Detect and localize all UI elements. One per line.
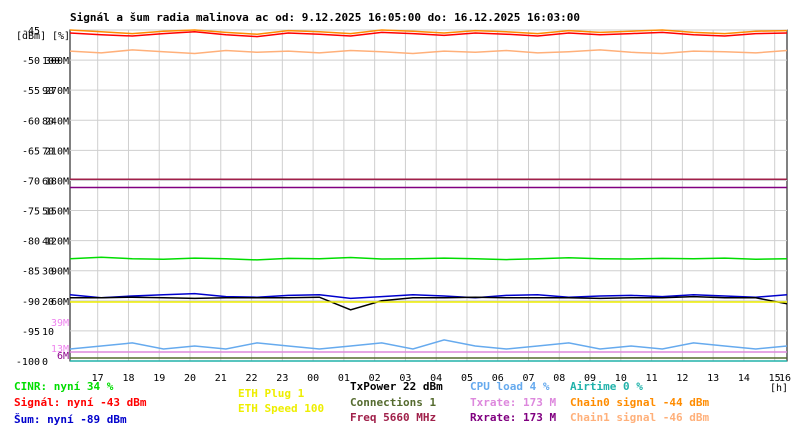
- rate-tick-label: 240M: [45, 116, 69, 127]
- hour-tick-label: 14: [738, 373, 750, 384]
- rate-tick-label: 60M: [51, 297, 69, 308]
- hour-unit-label: [h]: [770, 383, 788, 394]
- hour-tick-label: 08: [553, 373, 565, 384]
- hour-tick-label: 23: [276, 373, 288, 384]
- pct-unit-label: [%]: [52, 31, 70, 42]
- legend-eth-plug: ETH Plug 1: [238, 387, 305, 400]
- legend-chain1: Chain1 signal -46 dBm: [570, 411, 710, 424]
- chart-title: Signál a šum radia malinova ac od: 9.12.…: [70, 11, 580, 24]
- dbm-tick-label: -85: [22, 267, 40, 278]
- hour-tick-label: 19: [153, 373, 165, 384]
- dbm-unit-label: [dBm]: [16, 31, 46, 42]
- hour-tick-label: 09: [584, 373, 596, 384]
- legend-cpu: CPU load 4 %: [470, 380, 550, 393]
- hour-tick-label: 15: [769, 373, 781, 384]
- legend-airtime: Airtime 0 %: [570, 380, 643, 393]
- pct-tick-label: 80: [42, 116, 54, 127]
- legend-freq: Freq 5660 MHz: [350, 411, 437, 424]
- pct-tick-label: 30: [42, 267, 54, 278]
- dbm-tick-label: -95: [22, 327, 40, 338]
- dbm-tick-label: -60: [22, 116, 40, 127]
- hour-tick-label: 07: [522, 373, 534, 384]
- rate-low-tick-label: 39M: [51, 318, 69, 329]
- dbm-tick-label: -80: [22, 237, 40, 248]
- rate-tick-label: 120M: [45, 237, 69, 248]
- hour-tick-label: 12: [676, 373, 688, 384]
- pct-tick-label: 90: [42, 86, 54, 97]
- legend-txrate: Txrate: 173 M: [470, 396, 557, 409]
- series-line-cpu-load: [69, 339, 788, 350]
- series-line-txpower: [70, 295, 788, 311]
- series-line--um: [69, 292, 788, 300]
- hour-tick-label: 03: [399, 373, 411, 384]
- pct-tick-label: 70: [42, 146, 54, 157]
- hour-tick-label: 06: [492, 373, 504, 384]
- dbm-tick-label: -45: [22, 26, 40, 37]
- rate-low-tick-label: 13M: [51, 344, 69, 355]
- hour-tick-label: 17: [92, 373, 104, 384]
- hour-tick-label: 20: [184, 373, 196, 384]
- dbm-tick-label: -65: [22, 146, 40, 157]
- pct-tick-label: 0: [42, 357, 48, 368]
- hour-tick-label: 05: [461, 373, 473, 384]
- hour-tick-label: 10: [615, 373, 627, 384]
- pct-tick-label: 100: [42, 56, 60, 67]
- pct-tick-label: 10: [42, 327, 54, 338]
- legend-noise: Šum: nyní -89 dBm: [14, 413, 127, 426]
- plot-area: [69, 29, 788, 362]
- pct-tick-label: 20: [42, 297, 54, 308]
- dbm-tick-label: -100: [16, 357, 40, 368]
- rate-tick-label: 90M: [51, 267, 69, 278]
- rate-tick-label: 210M: [45, 146, 69, 157]
- dbm-tick-label: -55: [22, 86, 40, 97]
- hour-tick-label: 02: [369, 373, 381, 384]
- hour-tick-label: 16: [779, 373, 791, 384]
- hour-tick-label: 21: [215, 373, 227, 384]
- rate-low-tick-label: 6M: [57, 351, 69, 362]
- hour-tick-label: 11: [646, 373, 658, 384]
- rate-tick-label: 270M: [45, 86, 69, 97]
- pct-tick-label: 40: [42, 237, 54, 248]
- rate-tick-label: 150M: [45, 207, 69, 218]
- rate-tick-label: 180M: [45, 176, 69, 187]
- legend-signal: Signál: nyní -43 dBm: [14, 396, 147, 409]
- legend-rxrate: Rxrate: 173 M: [470, 411, 557, 424]
- dbm-tick-label: -90: [22, 297, 40, 308]
- series-line-chain0-signal: [69, 29, 788, 35]
- hour-tick-label: 01: [338, 373, 350, 384]
- rate-tick-label: 300M: [45, 56, 69, 67]
- pct-tick-label: 60: [42, 176, 54, 187]
- legend-cinr: CINR: nyní 34 %: [14, 380, 114, 393]
- hour-tick-label: 22: [246, 373, 258, 384]
- dbm-tick-label: -75: [22, 207, 40, 218]
- legend-chain0: Chain0 signal -44 dBm: [570, 396, 710, 409]
- legend-txpower: TxPower 22 dBm: [350, 380, 443, 393]
- dbm-tick-label: -70: [22, 176, 40, 187]
- hour-tick-label: 00: [307, 373, 319, 384]
- dbm-tick-label: -50: [22, 56, 40, 67]
- tick-labels: -45-50-55-60-65-70-75-80-85-90-95-100100…: [16, 26, 791, 384]
- series-line-sign-l: [69, 31, 788, 38]
- pct-tick-label: 50: [42, 207, 54, 218]
- hour-tick-label: 04: [430, 373, 442, 384]
- series-group: [69, 29, 788, 362]
- hour-tick-label: 13: [707, 373, 719, 384]
- legend-connections: Connections 1: [350, 396, 437, 409]
- series-line-cinr: [69, 256, 788, 261]
- hour-tick-label: 18: [122, 373, 134, 384]
- legend-eth-speed: ETH Speed 100: [238, 402, 325, 415]
- series-line-chain1-signal: [69, 49, 788, 55]
